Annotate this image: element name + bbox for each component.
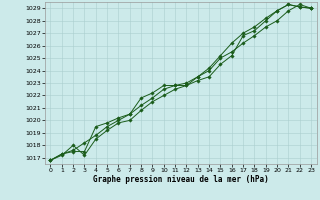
X-axis label: Graphe pression niveau de la mer (hPa): Graphe pression niveau de la mer (hPa) — [93, 175, 269, 184]
